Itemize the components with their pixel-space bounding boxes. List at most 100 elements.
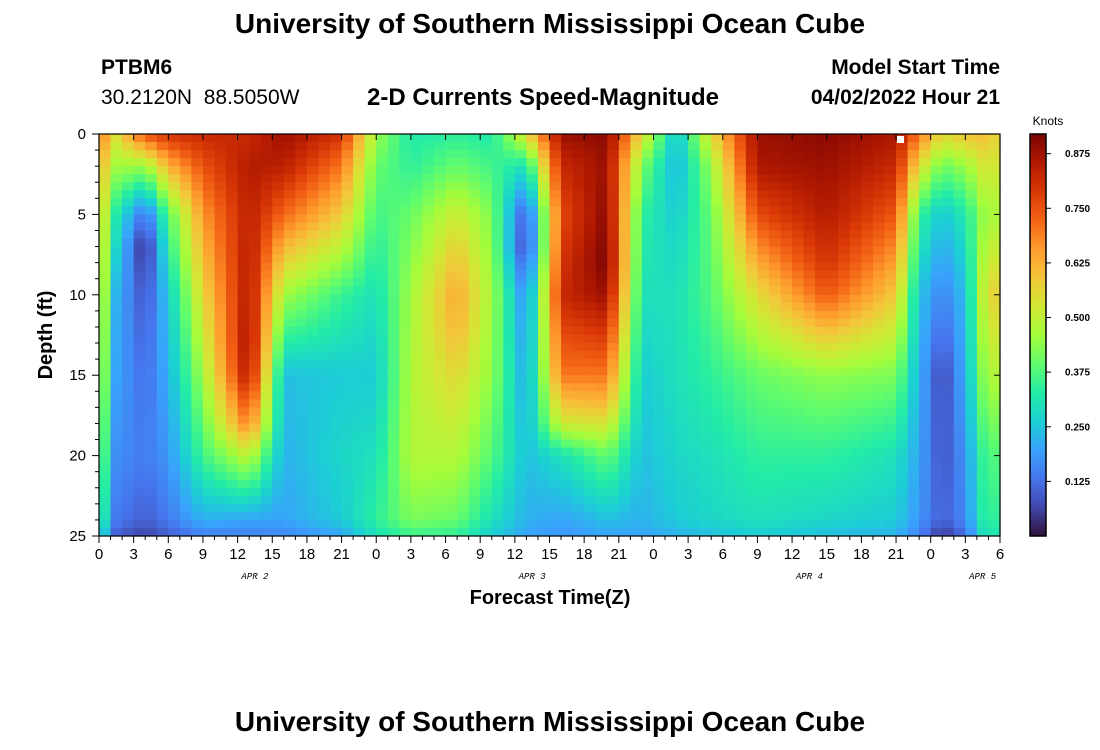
heatmap-cell	[641, 182, 655, 191]
heatmap-cell	[699, 479, 712, 489]
heatmap-cell	[387, 182, 400, 191]
heatmap-cell	[930, 254, 943, 264]
heatmap-cell	[942, 479, 955, 489]
heatmap-cell	[306, 222, 320, 232]
heatmap-cell	[214, 511, 227, 521]
heatmap-cell	[445, 174, 458, 183]
heatmap-cell	[826, 142, 839, 151]
heatmap-cell	[745, 158, 759, 167]
heatmap-cell	[237, 335, 250, 344]
heatmap-cell	[838, 222, 851, 232]
heatmap-cell	[503, 423, 516, 433]
heatmap-cell	[792, 463, 805, 473]
heatmap-cell	[988, 519, 1001, 529]
heatmap-cell	[168, 351, 181, 360]
heatmap-cell	[99, 447, 112, 457]
heatmap-cell	[410, 447, 424, 457]
heatmap-cell	[179, 431, 193, 441]
heatmap-cell	[976, 158, 990, 167]
heatmap-cell	[907, 351, 920, 360]
heatmap-cell	[676, 286, 689, 296]
heatmap-cell	[595, 431, 608, 441]
heatmap-cell	[965, 278, 978, 288]
heatmap-cell	[156, 142, 169, 151]
heatmap-cell	[584, 190, 597, 199]
heatmap-cell	[295, 527, 308, 537]
heatmap-cell	[272, 318, 285, 328]
heatmap-cell	[514, 302, 527, 312]
heatmap-cell	[815, 158, 828, 167]
heatmap-cell	[99, 214, 112, 224]
heatmap-cell	[433, 246, 447, 256]
heatmap-cell	[330, 318, 343, 328]
heatmap-cell	[815, 302, 828, 312]
heatmap-cell	[503, 487, 516, 497]
heatmap-cell	[815, 150, 828, 159]
heatmap-cell	[122, 158, 135, 167]
heatmap-cell	[514, 431, 527, 441]
heatmap-cell	[491, 198, 504, 207]
heatmap-cell	[768, 375, 782, 384]
heatmap-cell	[872, 519, 886, 529]
heatmap-cell	[422, 286, 435, 296]
heatmap-cell	[457, 351, 470, 360]
heatmap-cell	[653, 335, 666, 344]
heatmap-cell	[688, 134, 701, 143]
heatmap-cell	[792, 391, 805, 400]
model-start-value: 04/02/2022 Hour 21	[810, 86, 1000, 109]
heatmap-cell	[537, 230, 551, 240]
heatmap-cell	[561, 214, 574, 224]
heatmap-cell	[988, 495, 1001, 505]
heatmap-cell	[457, 286, 470, 296]
heatmap-cell	[110, 214, 123, 224]
heatmap-cell	[468, 343, 481, 352]
heatmap-cell	[665, 302, 678, 312]
heatmap-cell	[641, 222, 655, 232]
heatmap-cell	[561, 351, 574, 360]
heatmap-cell	[457, 431, 470, 441]
heatmap-cell	[526, 495, 539, 505]
heatmap-cell	[283, 351, 296, 360]
heatmap-cell	[711, 399, 724, 408]
heatmap-cell	[353, 447, 366, 457]
heatmap-cell	[676, 302, 689, 312]
heatmap-cell	[572, 487, 585, 497]
heatmap-cell	[145, 262, 158, 272]
heatmap-cell	[653, 254, 666, 264]
heatmap-cell	[353, 238, 366, 248]
heatmap-cell	[503, 270, 516, 280]
heatmap-cell	[919, 134, 932, 143]
heatmap-cell	[191, 527, 204, 537]
heatmap-cell	[168, 174, 181, 183]
heatmap-cell	[514, 407, 527, 416]
heatmap-cell	[688, 222, 701, 232]
heatmap-cell	[133, 310, 146, 320]
heatmap-cell	[942, 238, 955, 248]
heatmap-cell	[445, 495, 458, 505]
heatmap-cell	[630, 423, 643, 433]
heatmap-cell	[272, 519, 285, 529]
heatmap-cell	[214, 262, 227, 272]
heatmap-cell	[641, 158, 655, 167]
heatmap-cell	[364, 447, 377, 457]
heatmap-cell	[572, 158, 585, 167]
heatmap-cell	[549, 262, 562, 272]
heatmap-cell	[387, 142, 400, 151]
heatmap-cell	[457, 278, 470, 288]
heatmap-cell	[826, 335, 839, 344]
heatmap-cell	[110, 375, 123, 384]
heatmap-cell	[595, 367, 608, 376]
x-tick-label: 3	[684, 546, 692, 563]
heatmap-cell	[826, 511, 839, 521]
heatmap-cell	[260, 270, 273, 280]
heatmap-cell	[214, 214, 227, 224]
heatmap-cell	[722, 166, 735, 175]
heatmap-cell	[168, 302, 181, 312]
heatmap-cell	[976, 487, 990, 497]
heatmap-cell	[387, 415, 400, 425]
heatmap-cell	[780, 519, 793, 529]
heatmap-cell	[976, 310, 990, 320]
heatmap-cell	[884, 206, 897, 215]
heatmap-cell	[884, 471, 897, 481]
heatmap-cell	[665, 246, 678, 256]
